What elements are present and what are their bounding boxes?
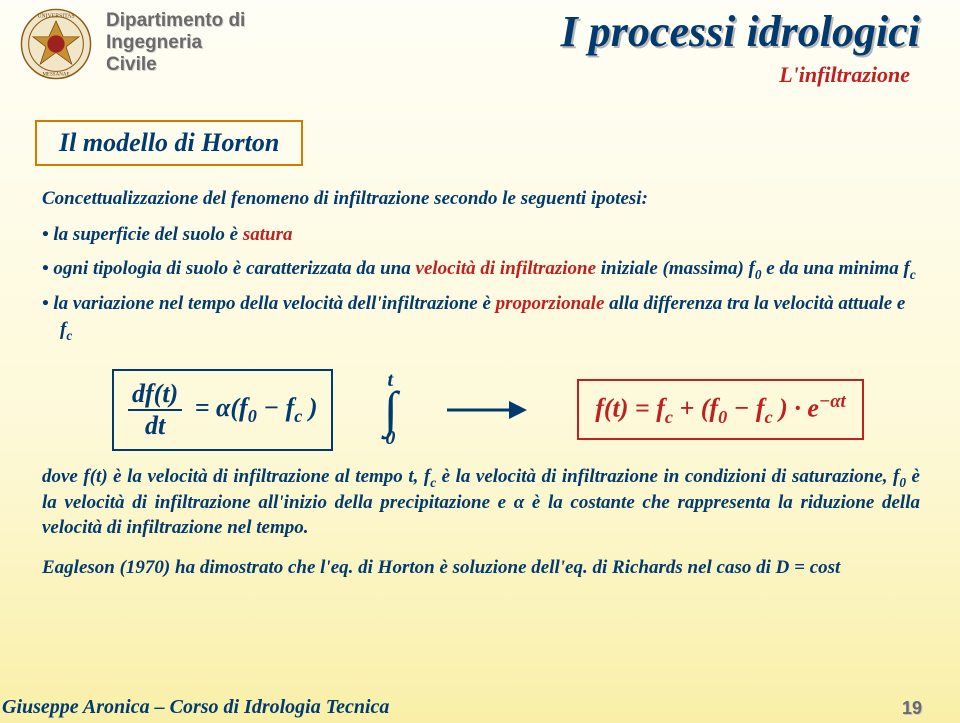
bullet-1-red: satura xyxy=(243,224,293,245)
p1-alpha: α xyxy=(514,492,525,513)
sol-mid3: ) · e xyxy=(773,394,819,423)
bullet-3-sub: c xyxy=(66,328,72,343)
dept-line-3: Civile xyxy=(106,54,245,76)
university-seal-logo: UNIVERSITAS MESSANAE xyxy=(20,8,92,80)
dept-line-2: Ingegneria xyxy=(106,32,245,54)
dept-line-1: Dipartimento di xyxy=(106,10,245,32)
bullet-3-pre: la variazione nel tempo della velocità d… xyxy=(53,293,495,314)
sol-mid2: − f xyxy=(727,394,764,423)
intro-text: Concettualizzazione del fenomeno di infi… xyxy=(42,188,920,210)
sol-pre: f(t) = f xyxy=(595,394,665,423)
p1-ft: f(t) xyxy=(83,466,107,487)
p1-t: t, f xyxy=(408,466,430,487)
sol-sub0: 0 xyxy=(718,407,727,427)
integral-glyph: ∫ xyxy=(383,392,397,427)
explanation-paragraph: dove f(t) è la velocità di infiltrazione… xyxy=(42,465,920,540)
eagleson-paragraph: Eagleson (1970) ha dimostrato che l'eq. … xyxy=(42,556,920,581)
svg-text:UNIVERSITAS: UNIVERSITAS xyxy=(37,13,74,19)
content-area: Concettualizzazione del fenomeno di infi… xyxy=(0,166,960,581)
section-title: Il modello di Horton xyxy=(59,128,279,157)
equation-row: df(t) dt = α(f0 − fc ) t ∫ 0 f(t) = fc +… xyxy=(112,369,920,451)
slide-header: UNIVERSITAS MESSANAE Dipartimento di Ing… xyxy=(0,0,960,80)
sol-exp: −αt xyxy=(819,391,846,412)
bullet-3: la variazione nel tempo della velocità d… xyxy=(42,291,920,344)
department-block: Dipartimento di Ingegneria Civile xyxy=(106,8,245,80)
bullet-1-pre: la superficie del suolo è xyxy=(53,224,242,245)
bullet-2-mid2: e da una minima f xyxy=(762,258,910,279)
diff-equation-box: df(t) dt = α(f0 − fc ) xyxy=(112,369,333,451)
bullet-2-mid: iniziale (massima) f xyxy=(596,258,755,279)
eq-rhs-sub0: 0 xyxy=(248,406,257,426)
bullet-2: ogni tipologia di suolo è caratterizzata… xyxy=(42,256,920,284)
arrow-icon xyxy=(447,398,527,422)
svg-text:MESSANAE: MESSANAE xyxy=(42,72,69,78)
footer-author: Giuseppe Aronica – Corso di Idrologia Te… xyxy=(0,696,389,719)
bullet-3-red: proporzionale xyxy=(496,293,605,314)
integral-bot: 0 xyxy=(383,427,397,450)
bullet-2-subc: c xyxy=(910,266,916,281)
eq-rhs-start: = α(f xyxy=(195,393,248,422)
solution-equation-box: f(t) = fc + (f0 − fc ) · e−αt xyxy=(577,379,864,440)
fraction: df(t) dt xyxy=(128,379,182,441)
integral-symbol: t ∫ 0 xyxy=(383,369,397,450)
p1-a: è la velocità di infiltrazione al tempo xyxy=(108,466,409,487)
subtitle: L'infiltrazione xyxy=(779,62,910,88)
p1-b: è la velocità di infiltrazione in condiz… xyxy=(436,466,893,487)
sol-subc: c xyxy=(665,407,673,427)
frac-den: dt xyxy=(128,411,182,441)
slide-footer: Giuseppe Aronica – Corso di Idrologia Te… xyxy=(0,696,960,723)
bullet-1: la superficie del suolo è satura xyxy=(42,222,920,248)
page-number: 19 xyxy=(902,698,922,719)
bullet-2-sub0: 0 xyxy=(755,266,762,281)
bullet-2-red: velocità di infiltrazione xyxy=(416,258,597,279)
main-title: I processi idrologici xyxy=(561,6,920,57)
bullet-2-pre: ogni tipologia di suolo è caratterizzata… xyxy=(53,258,415,279)
sol-subc2: c xyxy=(765,407,773,427)
eq-rhs-mid: − f xyxy=(257,393,294,422)
sol-mid: + (f xyxy=(673,394,718,423)
eq-rhs-end: ) xyxy=(302,393,317,422)
frac-num: df(t) xyxy=(128,379,182,411)
p1-pre: dove xyxy=(42,466,83,487)
section-title-box: Il modello di Horton xyxy=(35,120,303,166)
